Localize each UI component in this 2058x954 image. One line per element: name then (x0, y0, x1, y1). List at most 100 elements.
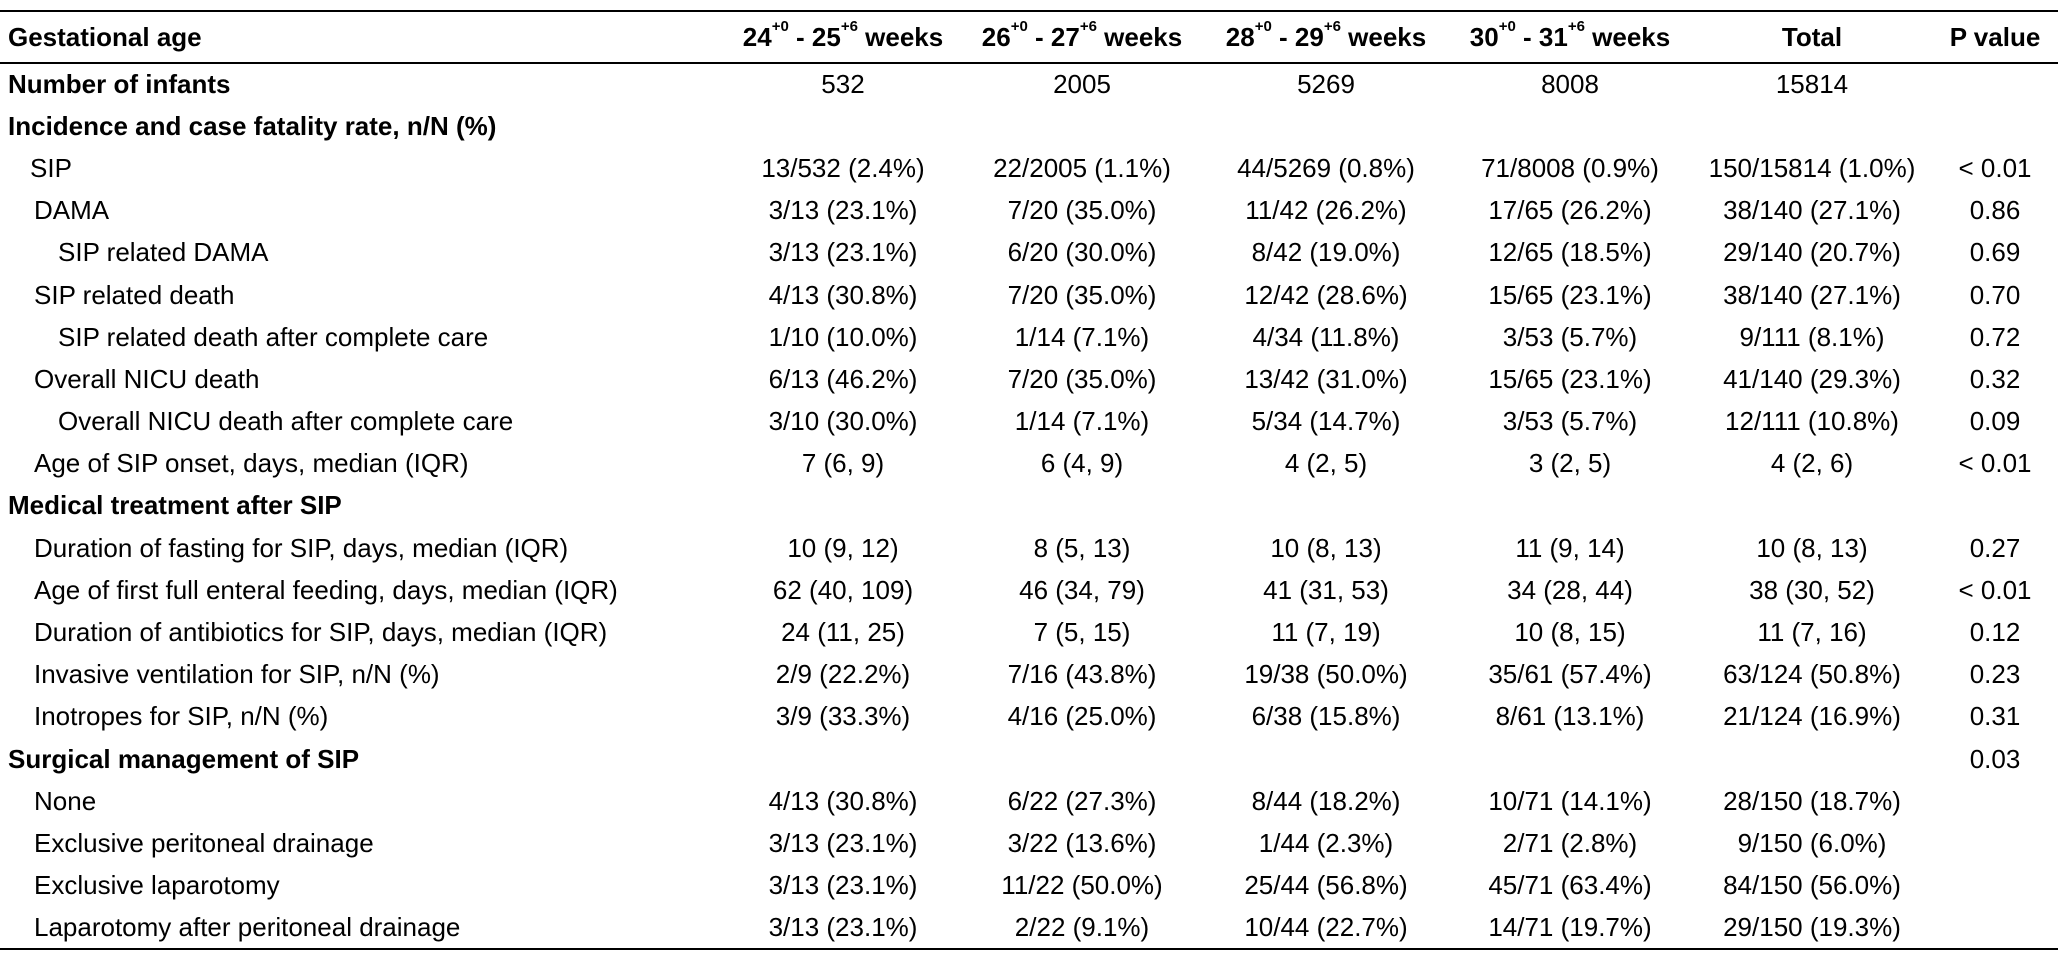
header-ga-28-29: 28+0 - 29+6 weeks (1204, 10, 1448, 64)
table-cell: 8/42 (19.0%) (1251, 237, 1401, 268)
table-cell (1448, 738, 1692, 780)
table-cell: 71/8008 (0.9%) (1481, 152, 1659, 183)
table-cell: 10/71 (14.1%) (1488, 785, 1652, 816)
table-cell: 150/15814 (1.0%) (1708, 152, 1916, 183)
table-cell: 3 (2, 5) (1528, 448, 1612, 479)
sip-outcomes-table: Gestational age 24+0 - 25+6 weeks 26+0 -… (0, 10, 2058, 950)
table-cell (726, 105, 960, 147)
p-value-cell: 0.12 (1969, 617, 2021, 648)
table-row: DAMA 3/13 (23.1%) 7/20 (35.0%) 11/42 (26.2%… (0, 190, 2058, 232)
table-cell: 3/10 (30.0%) (768, 406, 918, 437)
table-cell: 10 (8, 13) (1270, 532, 1382, 563)
table-cell (960, 738, 1204, 780)
table-cell: 11/42 (26.2%) (1245, 195, 1407, 226)
p-value-cell (1932, 780, 2058, 822)
table-cell (1204, 485, 1448, 527)
table-cell: 63/124 (50.8%) (1723, 659, 1901, 690)
table-cell: 29/150 (19.3%) (1692, 906, 1932, 950)
table-cell: 4/34 (11.8%) (1252, 321, 1400, 352)
p-value-cell (1932, 865, 2058, 907)
row-label: Age of first full enteral feeding, days,… (34, 574, 618, 605)
table-cell: 1/14 (7.1%) (1014, 406, 1150, 437)
table-header: Gestational age 24+0 - 25+6 weeks 26+0 -… (0, 10, 2058, 64)
table-cell (1204, 738, 1448, 780)
row-label: SIP related death after complete care (58, 321, 489, 352)
row-label: Overall NICU death (34, 363, 260, 394)
row-label: Surgical management of SIP (8, 743, 360, 774)
row-label: Duration of antibiotics for SIP, days, m… (34, 617, 608, 648)
p-value-cell: 0.69 (1969, 237, 2021, 268)
row-label: Duration of fasting for SIP, days, media… (34, 532, 569, 563)
p-value-cell (1932, 63, 2058, 105)
table-row: SIP related death after complete care 1/1… (0, 316, 2058, 358)
table-cell: 6/38 (15.8%) (1251, 701, 1401, 732)
row-label: Number of infants (8, 69, 231, 100)
table-cell: 2/22 (9.1%) (960, 906, 1204, 950)
table-cell: 10 (9, 12) (787, 532, 899, 563)
row-label: Age of SIP onset, days, median (IQR) (34, 448, 469, 479)
table-cell: 13/532 (2.4%) (761, 152, 925, 183)
row-label: Medical treatment after SIP (8, 490, 342, 521)
table-cell (1204, 105, 1448, 147)
table-cell: 5/34 (14.7%) (1251, 406, 1401, 437)
header-ga-26-27: 26+0 - 27+6 weeks (960, 10, 1204, 64)
table-cell: 15/65 (23.1%) (1488, 279, 1652, 310)
p-value-cell: 0.70 (1969, 279, 2021, 310)
table-cell: 7/20 (35.0%) (1007, 195, 1157, 226)
table-row: Overall NICU death 6/13 (46.2%) 7/20 (35.0… (0, 358, 2058, 400)
table-cell: 1/44 (2.3%) (1258, 827, 1394, 858)
table-row: Inotropes for SIP, n/N (%) 3/9 (33.3%) 4/1… (0, 696, 2058, 738)
header-gestational-age: Gestational age (0, 10, 726, 64)
p-value-cell: < 0.01 (1958, 448, 2032, 479)
row-label: Inotropes for SIP, n/N (%) (34, 701, 329, 732)
table-cell: 38 (30, 52) (1749, 574, 1875, 605)
table-cell: 2/71 (2.8%) (1502, 827, 1638, 858)
table-cell (960, 105, 1204, 147)
table-cell: 7/20 (35.0%) (1007, 279, 1157, 310)
table-cell: 3/13 (23.1%) (768, 827, 918, 858)
table-cell (726, 485, 960, 527)
header-ga-30-31: 30+0 - 31+6 weeks (1448, 10, 1692, 64)
table-cell: 45/71 (63.4%) (1488, 870, 1652, 901)
table-cell: 11/22 (50.0%) (1001, 870, 1163, 901)
table-cell: 12/65 (18.5%) (1488, 237, 1652, 268)
table-cell: 29/140 (20.7%) (1723, 237, 1901, 268)
table-cell: 532 (821, 69, 865, 100)
row-label: Overall NICU death after complete care (58, 406, 514, 437)
p-value-cell (1932, 822, 2058, 864)
table-cell: 11 (9, 14) (1515, 532, 1625, 563)
table-row: SIP related death 4/13 (30.8%) 7/20 (35.0%… (0, 274, 2058, 316)
table-cell: 10 (8, 13) (1756, 532, 1868, 563)
p-value-cell: 0.23 (1969, 659, 2021, 690)
table-cell: 6 (4, 9) (1040, 448, 1124, 479)
table-cell: 41 (31, 53) (1263, 574, 1389, 605)
table-cell: 21/124 (16.9%) (1723, 701, 1901, 732)
row-label: SIP related DAMA (58, 237, 269, 268)
table-row: SIP related DAMA 3/13 (23.1%) 6/20 (30.0%)… (0, 232, 2058, 274)
table-row: Duration of fasting for SIP, days, media… (0, 527, 2058, 569)
table-cell: 84/150 (56.0%) (1723, 870, 1901, 901)
header-row: Gestational age 24+0 - 25+6 weeks 26+0 -… (0, 10, 2058, 64)
table-cell: 41/140 (29.3%) (1723, 363, 1901, 394)
table-cell: 3/9 (33.3%) (775, 701, 911, 732)
table-cell: 3/13 (23.1%) (768, 237, 918, 268)
p-value-cell: 0.09 (1969, 406, 2021, 437)
table-cell: 9/150 (6.0%) (1737, 827, 1887, 858)
table-cell: 3/22 (13.6%) (1007, 827, 1157, 858)
header-p-value: P value (1932, 10, 2058, 64)
table-cell (960, 485, 1204, 527)
table-row: Number of infants 532 2005 5269 8008 15814 (0, 63, 2058, 105)
row-label: DAMA (34, 195, 110, 226)
p-value-cell: 0.27 (1969, 532, 2021, 563)
table-row: Invasive ventilation for SIP, n/N (%) 2/9… (0, 654, 2058, 696)
table-cell: 3/13 (23.1%) (768, 870, 918, 901)
row-label: None (34, 785, 97, 816)
row-label: SIP related death (34, 279, 235, 310)
table-cell: 4/13 (30.8%) (768, 785, 918, 816)
row-label: SIP (30, 152, 72, 183)
table-row: None 4/13 (30.8%) 6/22 (27.3%) 8/44 (18.2%)… (0, 780, 2058, 822)
header-ga-24-25: 24+0 - 25+6 weeks (726, 10, 960, 64)
table-row: Exclusive laparotomy 3/13 (23.1%) 11/22 (5… (0, 865, 2058, 907)
table-cell: 10 (8, 15) (1514, 617, 1626, 648)
table-row: Duration of antibiotics for SIP, days, m… (0, 611, 2058, 653)
